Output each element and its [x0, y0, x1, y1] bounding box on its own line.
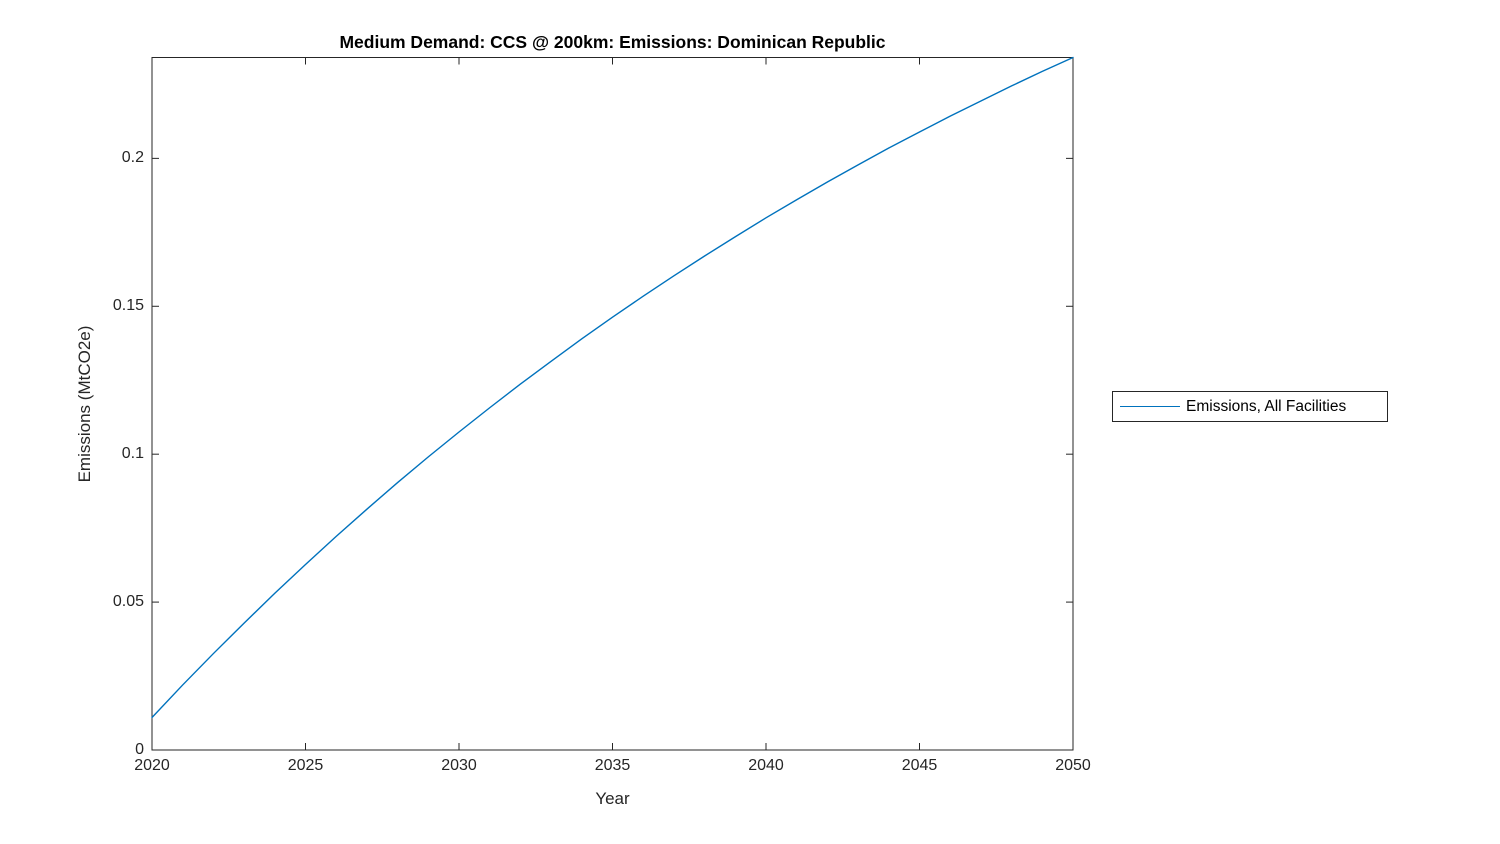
- y-tick-label: 0: [135, 741, 144, 758]
- x-tick-label: 2030: [441, 757, 477, 774]
- x-tick-label: 2025: [287, 757, 324, 774]
- y-tick-label: 0.05: [112, 593, 144, 611]
- y-axis-label: Emissions (MtCO2e): [75, 325, 94, 483]
- legend-box: Emissions, All Facilities: [1112, 391, 1388, 422]
- x-tick-label: 2020: [134, 757, 170, 774]
- legend-entry-label: Emissions, All Facilities: [1186, 397, 1347, 415]
- x-axis-label: Year: [595, 789, 630, 808]
- legend-line-sample: [1120, 406, 1180, 407]
- series-line: [151, 56, 1074, 719]
- x-tick-label: 2045: [901, 757, 938, 774]
- y-tick-label: 0.15: [112, 297, 144, 315]
- y-tick-label: 0.2: [121, 149, 144, 167]
- chart-title: Medium Demand: CCS @ 200km: Emissions: D…: [339, 32, 886, 52]
- y-tick-label: 0.1: [121, 445, 144, 463]
- x-tick-label: 2050: [1055, 757, 1091, 774]
- x-tick-label: 2040: [748, 757, 784, 774]
- x-tick-label: 2035: [594, 757, 631, 774]
